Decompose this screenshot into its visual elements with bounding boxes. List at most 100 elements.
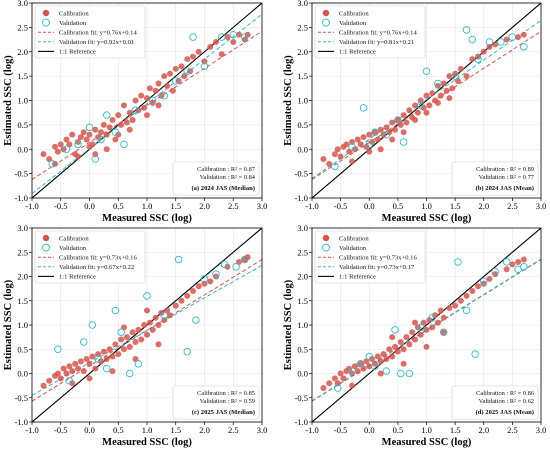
legend-label: 1:1 Reference <box>339 274 376 281</box>
validation-point <box>54 345 62 354</box>
validation-point <box>125 369 134 378</box>
calibration-point <box>426 102 433 109</box>
calibration-point <box>412 336 419 343</box>
stats-box-frame <box>451 161 539 196</box>
calibration-point <box>155 341 162 348</box>
calibration-point <box>167 312 173 319</box>
validation-r2-text: Validation : R² = 0.62 <box>479 398 534 405</box>
calibration-point <box>406 107 413 114</box>
x-tick-label: -1.0 <box>305 425 318 435</box>
legend-label: Validation fit: y=0.73x+0.17 <box>339 264 415 271</box>
x-axis-title: Measured SSC (log) <box>382 213 472 224</box>
calibration-point <box>437 92 444 99</box>
validation-point <box>189 33 197 41</box>
x-tick-label: 2.5 <box>228 425 239 435</box>
calibration-r2-text: Calibration : R² = 0.89 <box>476 166 534 173</box>
calibration-point <box>394 348 401 355</box>
calibration-point <box>103 131 110 138</box>
validation-point <box>232 263 240 271</box>
y-tick-label: 0.0 <box>17 369 28 379</box>
calibration-point <box>423 92 430 99</box>
calibration-point <box>118 336 125 343</box>
calibration-point <box>40 382 47 389</box>
calibration-point <box>320 156 327 162</box>
calibration-point <box>429 324 436 331</box>
calibration-point <box>463 73 470 80</box>
validation-point <box>439 328 448 337</box>
calibration-point <box>389 353 396 360</box>
calibration-point <box>492 271 499 278</box>
validation-point <box>417 101 425 110</box>
y-tick-label: 2.5 <box>17 22 28 32</box>
legend-box <box>314 5 426 59</box>
calibration-point <box>86 143 93 150</box>
calibration-point <box>100 121 107 128</box>
calibration-point <box>155 102 162 109</box>
calibration-point <box>77 358 84 365</box>
y-tick-label: 0.5 <box>17 344 28 354</box>
calibration-point <box>520 31 527 38</box>
calibration-point <box>443 87 450 94</box>
validation-point <box>474 55 482 63</box>
x-tick-label: -1.0 <box>25 201 38 211</box>
calibration-point <box>457 297 464 304</box>
validation-point <box>462 26 471 34</box>
validation-point <box>491 267 499 276</box>
calibration-point <box>371 129 378 136</box>
calibration-point <box>109 368 116 375</box>
calibration-point <box>354 136 361 143</box>
validation-r2-text: Validation : R² = 0.77 <box>479 174 535 181</box>
y-axis-title: Estimated SSC (log) <box>283 279 294 370</box>
validation-point <box>428 313 436 322</box>
calibration-point <box>77 134 84 141</box>
panel-label: (c) 2025 JAS (Median) <box>192 409 255 416</box>
calibration-point <box>83 136 90 143</box>
x-tick-label: 0.5 <box>393 425 404 435</box>
y-tick-label: 1.0 <box>17 320 28 330</box>
y-tick-label: -1.0 <box>295 193 308 203</box>
validation-point <box>88 321 97 329</box>
calibration-point <box>106 124 113 131</box>
calibration-point <box>92 365 99 372</box>
calibration-r2-text: Calibration : R² = 0.86 <box>476 390 534 397</box>
calibration-point <box>213 39 219 45</box>
calibration-point <box>331 375 338 382</box>
plot-area <box>312 228 541 422</box>
calibration-point <box>152 87 159 94</box>
calibration-point <box>377 358 384 365</box>
x-tick-label: -0.5 <box>54 201 67 211</box>
validation-point <box>520 43 528 51</box>
x-tick-label: -1.0 <box>25 425 38 435</box>
calibration-point <box>95 134 102 141</box>
y-tick-label: 1.0 <box>297 96 308 106</box>
validation-point <box>240 255 249 264</box>
calibration-r2-text: Calibration : R² = 0.85 <box>197 390 255 397</box>
legend-calibration-marker <box>322 234 330 242</box>
validation-point <box>471 350 479 358</box>
calibration-point <box>400 112 407 119</box>
calibration-point <box>80 368 87 375</box>
validation-point <box>148 96 157 105</box>
y-tick-label: 2.0 <box>297 272 308 282</box>
validation-point <box>365 352 374 361</box>
calibration-point <box>109 353 116 360</box>
validation-point <box>334 384 342 392</box>
legend-label: Validation <box>339 245 367 252</box>
legend-label: 1:1 Reference <box>59 274 96 281</box>
x-tick-label: -0.5 <box>334 425 347 435</box>
calibration-point <box>346 365 353 372</box>
calibration-point <box>141 104 148 111</box>
calibration-point <box>337 370 344 377</box>
calibration-point <box>509 261 516 268</box>
calibration-point <box>437 307 444 314</box>
calibration-point <box>72 360 79 367</box>
calibration-point <box>98 358 104 365</box>
y-tick-label: 1.5 <box>17 296 28 306</box>
calibration-point <box>83 355 90 362</box>
calibration-point <box>89 353 96 360</box>
y-tick-label: 0.0 <box>297 144 308 154</box>
calibration-point <box>126 343 133 350</box>
validation-point <box>229 30 237 39</box>
validation-point <box>102 111 111 119</box>
